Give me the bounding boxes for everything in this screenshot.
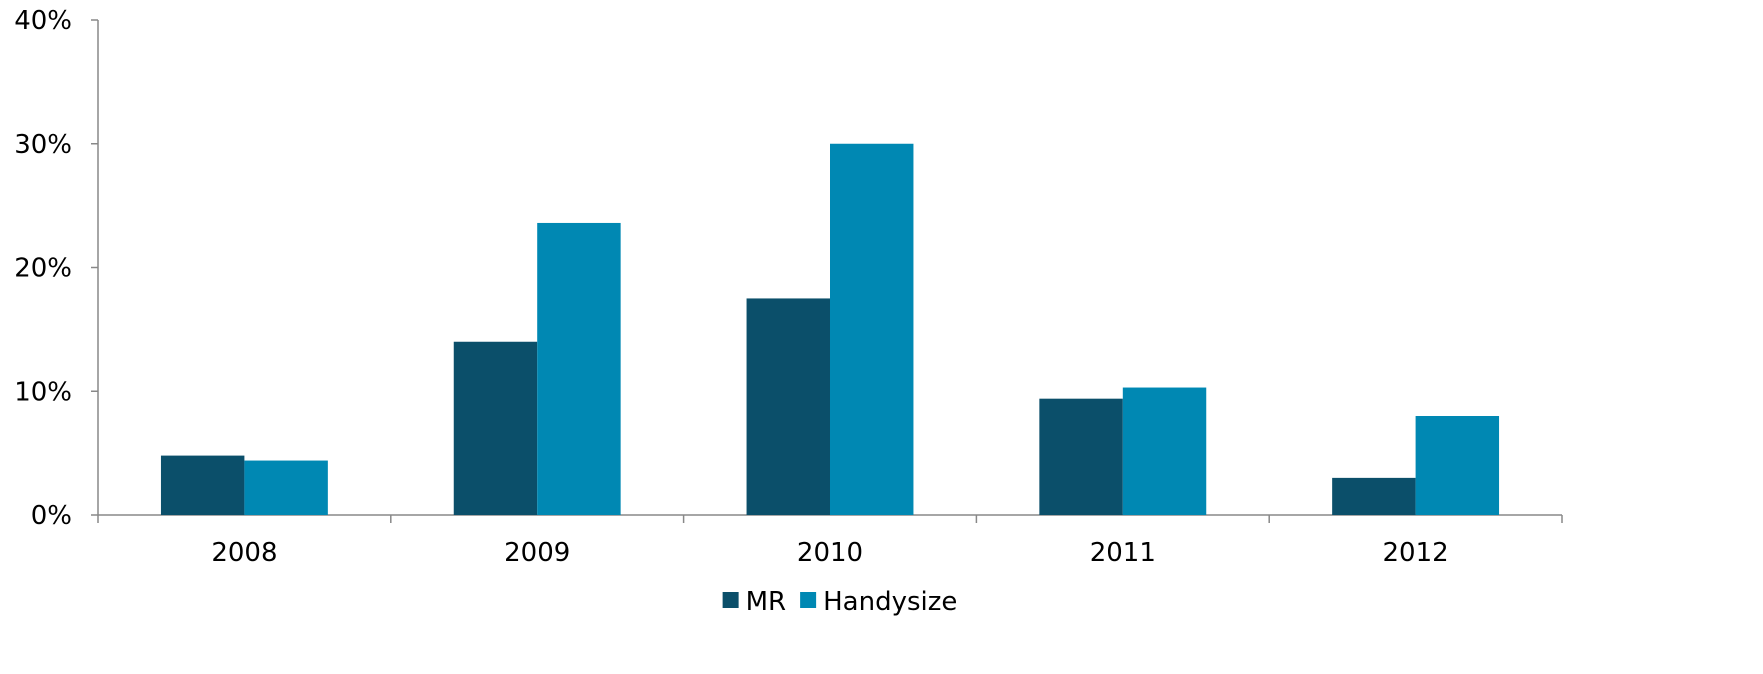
y-axis: 0% 10% 20% 30% 40% [14, 6, 99, 531]
legend-item-mr: MR [722, 587, 787, 617]
bar-mr-2008 [160, 455, 245, 515]
y-tick-label: 30% [14, 130, 72, 160]
x-tick-label: 2011 [1090, 538, 1156, 568]
bars [160, 143, 1500, 515]
y-tick-label: 40% [14, 6, 72, 36]
x-tick-label: 2012 [1383, 538, 1449, 568]
bar-handysize-2009 [537, 222, 621, 515]
x-tick-label: 2009 [504, 538, 570, 568]
y-tick-label: 20% [14, 254, 72, 284]
y-tick-label: 10% [14, 377, 72, 407]
bar-handysize-2010 [830, 143, 914, 515]
legend-label: MR [746, 587, 787, 617]
bar-handysize-2008 [244, 460, 328, 515]
bar-handysize-2011 [1122, 387, 1207, 515]
legend: MR Handysize [722, 587, 957, 617]
bar-mr-2010 [746, 298, 830, 515]
y-tick-label: 0% [31, 501, 72, 531]
legend-label: Handysize [823, 587, 957, 617]
x-axis: 2008 2009 2010 2011 2012 [97, 514, 1563, 568]
bar-mr-2009 [453, 341, 538, 515]
bar-mr-2011 [1039, 398, 1123, 515]
legend-swatch [800, 592, 817, 608]
legend-item-handysize: Handysize [800, 587, 957, 617]
x-tick-label: 2008 [211, 538, 277, 568]
bar-mr-2012 [1332, 477, 1416, 515]
x-tick-label: 2010 [797, 538, 863, 568]
bar-handysize-2012 [1415, 416, 1500, 515]
legend-swatch [722, 592, 739, 608]
